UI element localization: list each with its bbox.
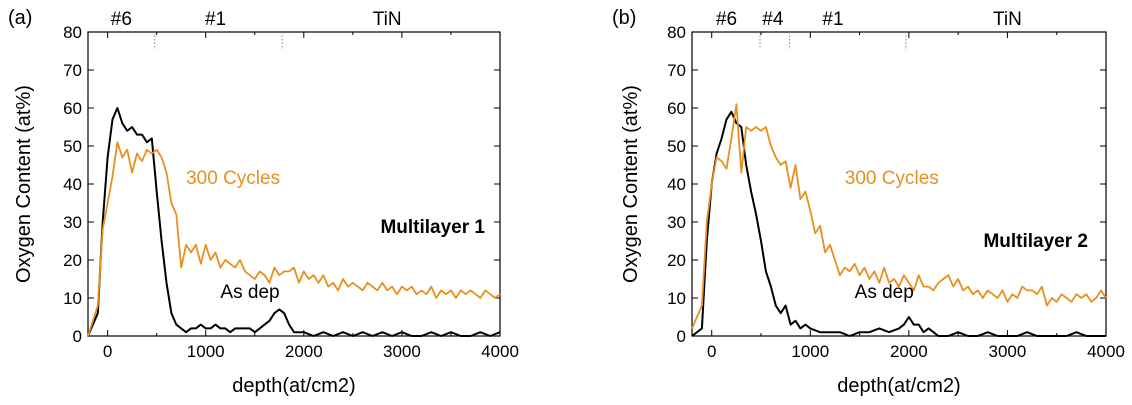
y-tick-label: 60 xyxy=(667,99,686,118)
y-axis-label: Oxygen Content (at%) xyxy=(620,85,642,283)
y-tick-label: 20 xyxy=(63,251,82,270)
series-annotation: As dep xyxy=(220,282,279,303)
x-axis-label: depth(at/cm2) xyxy=(232,375,355,397)
layer-label: #1 xyxy=(822,9,843,30)
x-tick-label: 4000 xyxy=(481,342,519,361)
series-annotation: 300 Cycles xyxy=(186,168,280,189)
layer-label: TiN xyxy=(993,9,1022,30)
layer-label-group: #6 #1 TiN xyxy=(111,9,402,30)
y-tick-label: 80 xyxy=(667,23,686,42)
y-tick-group: 0 10 20 30 40 50 60 70 80 xyxy=(63,23,500,346)
chart-title: Multilayer 1 xyxy=(380,217,485,238)
layer-label: #1 xyxy=(205,9,226,30)
series-line xyxy=(87,141,501,337)
series-annotation: 300 Cycles xyxy=(845,168,939,189)
x-axis-label: depth(at/cm2) xyxy=(837,375,960,397)
series-line xyxy=(691,103,1107,329)
x-tick-group: 0 1000 2000 3000 4000 xyxy=(103,32,519,361)
x-tick-label: 0 xyxy=(707,342,716,361)
y-tick-label: 30 xyxy=(667,213,686,232)
x-tick-group: 0 1000 2000 3000 4000 xyxy=(707,32,1125,361)
y-tick-label: 80 xyxy=(63,23,82,42)
y-tick-label: 0 xyxy=(73,327,82,346)
y-tick-label: 10 xyxy=(63,289,82,308)
x-tick-label: 0 xyxy=(103,342,112,361)
layer-divider-group xyxy=(759,32,907,50)
y-tick-label: 20 xyxy=(667,251,686,270)
y-tick-label: 70 xyxy=(667,61,686,80)
y-tick-group: 0 10 20 30 40 50 60 70 80 xyxy=(667,23,1106,346)
y-tick-label: 50 xyxy=(667,137,686,156)
y-tick-label: 40 xyxy=(63,175,82,194)
layer-label: #6 xyxy=(111,9,132,30)
y-tick-label: 70 xyxy=(63,61,82,80)
chart-panel-b: (b) #6 #4 #1 TiN 0 10 20 30 40 50 60 70 80 0 1000 200… xyxy=(612,7,1125,397)
y-tick-label: 40 xyxy=(667,175,686,194)
y-axis-label: Oxygen Content (at%) xyxy=(13,85,35,283)
layer-divider-group xyxy=(154,32,283,50)
layer-label: TiN xyxy=(373,9,402,30)
y-tick-label: 10 xyxy=(667,289,686,308)
x-tick-label: 1000 xyxy=(187,342,225,361)
x-tick-label: 2000 xyxy=(890,342,928,361)
annotation-group: 300 Cycles As dep xyxy=(186,168,280,303)
y-tick-label: 0 xyxy=(677,327,686,346)
layer-label: #4 xyxy=(762,9,784,30)
x-tick-label: 3000 xyxy=(989,342,1027,361)
x-tick-label: 4000 xyxy=(1087,342,1125,361)
series-line xyxy=(87,107,501,337)
chart-title: Multilayer 2 xyxy=(983,231,1088,252)
y-tick-label: 60 xyxy=(63,99,82,118)
panel-label: (a) xyxy=(8,7,32,29)
plot-frame xyxy=(87,31,501,337)
series-group xyxy=(691,103,1107,337)
chart-panel-a: (a) #6 #1 TiN 0 10 20 30 40 50 60 70 80 0 1000 2000 3… xyxy=(8,7,519,397)
y-tick-label: 50 xyxy=(63,137,82,156)
layer-label-group: #6 #4 #1 TiN xyxy=(716,9,1022,30)
series-annotation: As dep xyxy=(855,282,914,303)
series-group xyxy=(87,107,501,337)
y-tick-label: 30 xyxy=(63,213,82,232)
x-tick-label: 2000 xyxy=(285,342,323,361)
x-tick-label: 1000 xyxy=(791,342,829,361)
annotation-group: 300 Cycles As dep xyxy=(845,168,939,303)
layer-label: #6 xyxy=(716,9,737,30)
panel-label: (b) xyxy=(612,7,636,29)
x-tick-label: 3000 xyxy=(383,342,421,361)
